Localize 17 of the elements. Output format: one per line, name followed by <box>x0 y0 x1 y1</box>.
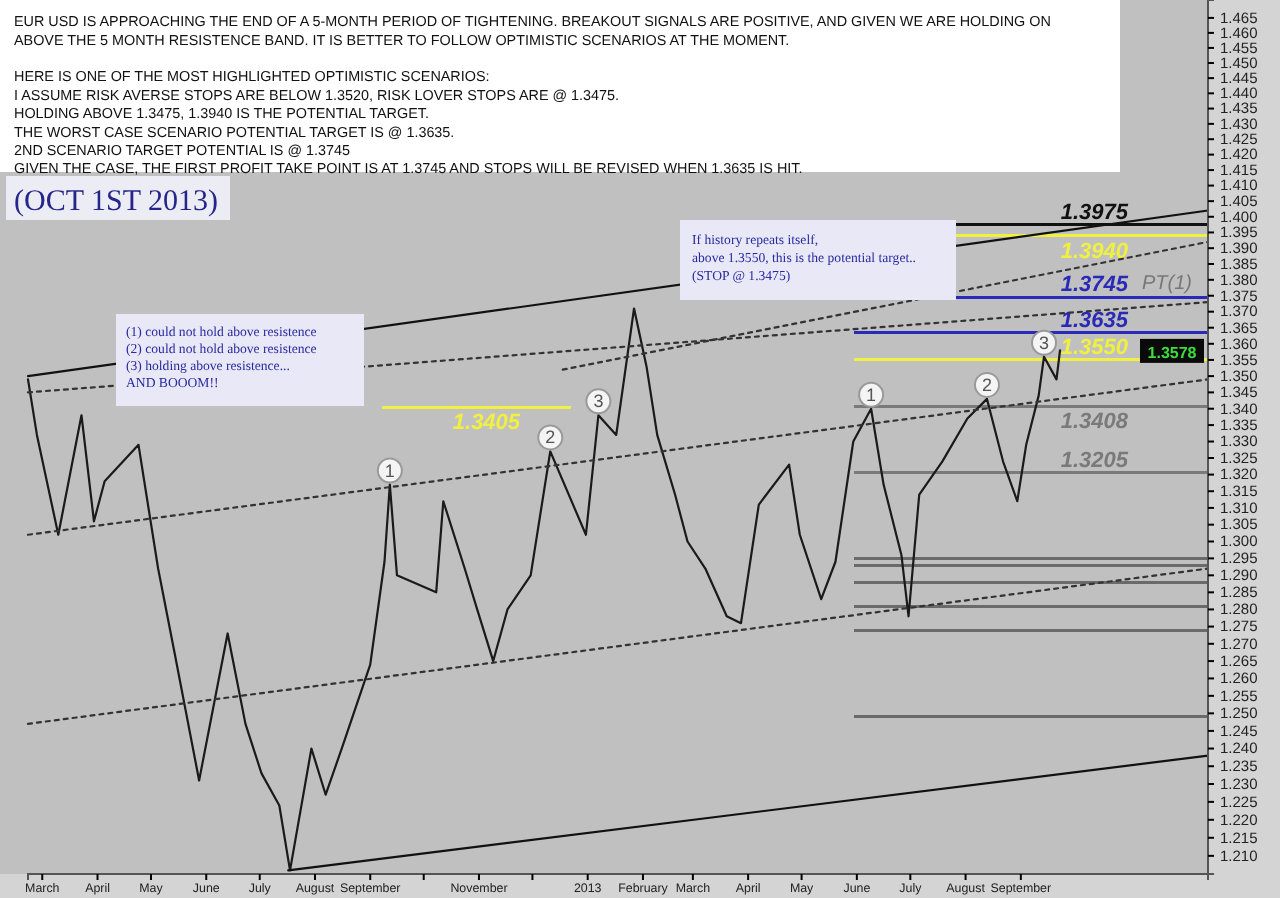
ref-line-label: 1.3550 <box>1060 335 1130 360</box>
ref-line-label: 1.3975 <box>1060 200 1130 225</box>
annotation: (OCT 1ST 2013) <box>14 185 218 218</box>
ref-line-label: 1.3205 <box>1060 448 1130 473</box>
annotation: 3 <box>1039 332 1050 353</box>
annotation: 2 <box>545 427 556 448</box>
annotation: 1 <box>866 384 877 405</box>
ref-line-label: 1.3745 <box>1060 273 1130 298</box>
annotation: 2 <box>981 374 992 395</box>
annotation: PT(1) <box>1142 273 1193 296</box>
ref-line-label: 1.3940 <box>1060 239 1130 264</box>
annotation: 1 <box>384 460 395 481</box>
annotation: 3 <box>593 391 604 412</box>
ref-line-label: 1.3635 <box>1060 308 1130 333</box>
ref-line-label: 1.3408 <box>1060 410 1130 435</box>
ref-line-label: 1.3405 <box>452 411 522 436</box>
annotation: 1.3578 <box>1147 343 1198 362</box>
